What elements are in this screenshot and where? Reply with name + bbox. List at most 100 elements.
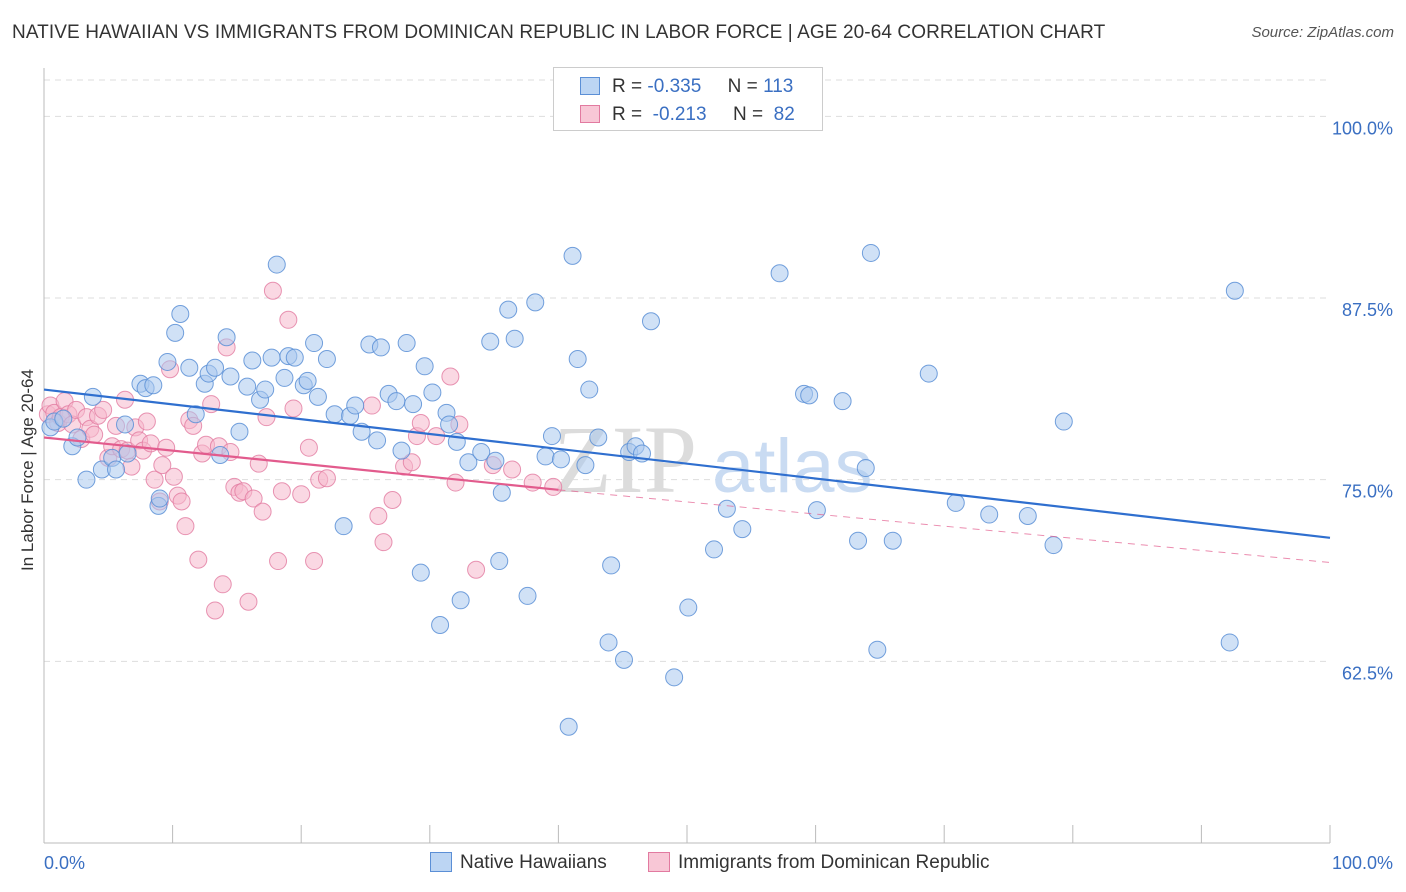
- data-point-dominican: [164, 467, 183, 486]
- data-point-native-hawaiian: [116, 415, 135, 434]
- legend-swatch-blue: [580, 77, 600, 95]
- data-point-native-hawaiian: [800, 386, 819, 405]
- data-point-native-hawaiian: [883, 531, 902, 550]
- data-point-native-hawaiian: [230, 422, 249, 441]
- data-point-dominican: [305, 552, 324, 571]
- data-point-dominican: [299, 438, 318, 457]
- legend-swatch-pink: [580, 105, 600, 123]
- data-point-native-hawaiian: [305, 334, 324, 353]
- x-tick-label: 100.0%: [1332, 853, 1393, 873]
- data-point-native-hawaiian: [346, 396, 365, 415]
- data-point-native-hawaiian: [599, 633, 618, 652]
- data-point-dominican: [206, 601, 225, 620]
- data-point-native-hawaiian: [518, 586, 537, 605]
- y-tick-label: 100.0%: [1332, 118, 1393, 138]
- data-point-native-hawaiian: [217, 328, 236, 347]
- legend-item-native-hawaiians[interactable]: Native Hawaiians: [430, 852, 607, 874]
- data-point-native-hawaiian: [665, 668, 684, 687]
- legend-n-value: 113: [763, 76, 794, 97]
- data-point-native-hawaiian: [308, 387, 327, 406]
- series-native-hawaiian-points: [41, 243, 1244, 736]
- data-point-native-hawaiian: [861, 243, 880, 262]
- data-point-dominican: [402, 453, 421, 472]
- data-point-dominican: [503, 460, 522, 479]
- y-tick-label: 75.0%: [1342, 482, 1393, 502]
- data-point-native-hawaiian: [490, 552, 509, 571]
- data-point-native-hawaiian: [171, 304, 190, 323]
- data-point-native-hawaiian: [1044, 536, 1063, 555]
- data-point-native-hawaiian: [563, 246, 582, 265]
- trend-line-native-hawaiian: [43, 388, 1331, 539]
- legend-r-value: -0.335: [647, 76, 702, 97]
- data-point-native-hawaiian: [856, 459, 875, 478]
- trend-lines: [43, 388, 1331, 564]
- data-point-native-hawaiian: [180, 358, 199, 377]
- data-point-native-hawaiian: [868, 640, 887, 659]
- data-point-dominican: [176, 517, 195, 536]
- data-point-native-hawaiian: [440, 415, 459, 434]
- legend-n-label: N =: [732, 104, 764, 125]
- data-point-dominican: [253, 502, 272, 521]
- data-point-native-hawaiian: [334, 517, 353, 536]
- data-point-native-hawaiian: [451, 591, 470, 610]
- data-point-native-hawaiian: [368, 431, 387, 450]
- data-point-native-hawaiian: [256, 380, 275, 399]
- data-point-native-hawaiian: [536, 447, 555, 466]
- legend-r-label: R =: [612, 76, 643, 97]
- legend-n-label: N =: [727, 76, 758, 97]
- data-point-native-hawaiian: [186, 405, 205, 424]
- data-point-native-hawaiian: [679, 598, 698, 617]
- data-point-dominican: [137, 412, 156, 431]
- data-point-dominican: [257, 408, 276, 427]
- data-point-native-hawaiian: [481, 332, 500, 351]
- data-point-native-hawaiian: [423, 383, 442, 402]
- data-point-native-hawaiian: [733, 520, 752, 539]
- data-point-dominican: [441, 367, 460, 386]
- data-point-native-hawaiian: [833, 392, 852, 411]
- data-point-dominican: [362, 396, 381, 415]
- legend-label: Native Hawaiians: [460, 852, 607, 873]
- data-point-native-hawaiian: [1054, 412, 1073, 431]
- data-point-native-hawaiian: [392, 441, 411, 460]
- data-point-native-hawaiian: [980, 505, 999, 524]
- data-point-native-hawaiian: [54, 409, 73, 428]
- data-point-native-hawaiian: [807, 501, 826, 520]
- x-tick-label: 0.0%: [44, 853, 85, 873]
- data-point-dominican: [467, 560, 486, 579]
- data-point-dominican: [145, 470, 164, 489]
- data-point-native-hawaiian: [317, 350, 336, 369]
- legend-item-dominican[interactable]: Immigrants from Dominican Republic: [648, 852, 990, 874]
- data-point-dominican: [369, 507, 388, 525]
- data-point-native-hawaiian: [1225, 281, 1244, 300]
- data-point-native-hawaiian: [717, 499, 736, 518]
- axes: [43, 68, 1331, 844]
- data-point-native-hawaiian: [325, 405, 344, 424]
- data-point-native-hawaiian: [580, 380, 599, 399]
- legend-n-value: 82: [773, 104, 795, 125]
- data-point-native-hawaiian: [411, 563, 430, 582]
- data-point-native-hawaiian: [849, 531, 868, 550]
- data-point-native-hawaiian: [387, 392, 406, 411]
- data-point-dominican: [239, 592, 258, 611]
- trend-line-dominican: [43, 436, 559, 491]
- data-point-dominican: [153, 456, 172, 475]
- data-point-dominican: [263, 281, 282, 300]
- tick-labels: 62.5% 75.0% 87.5% 100.0% 0.0% 100.0%: [44, 118, 1393, 873]
- data-point-native-hawaiian: [68, 428, 87, 447]
- data-point-native-hawaiian: [472, 443, 491, 462]
- legend-swatch-blue: [430, 852, 452, 872]
- data-point-dominican: [284, 399, 303, 418]
- data-point-native-hawaiian: [1018, 507, 1037, 525]
- data-point-native-hawaiian: [144, 376, 163, 395]
- y-tick-label: 62.5%: [1342, 663, 1393, 683]
- data-point-native-hawaiian: [551, 450, 570, 469]
- data-point-dominican: [446, 473, 465, 492]
- data-point-native-hawaiian: [158, 352, 177, 371]
- data-point-native-hawaiian: [568, 350, 587, 369]
- data-point-native-hawaiian: [641, 312, 660, 331]
- y-tick-label: 87.5%: [1342, 300, 1393, 320]
- data-point-native-hawaiian: [285, 348, 304, 367]
- data-point-native-hawaiian: [371, 338, 390, 357]
- legend-swatch-pink: [648, 852, 670, 872]
